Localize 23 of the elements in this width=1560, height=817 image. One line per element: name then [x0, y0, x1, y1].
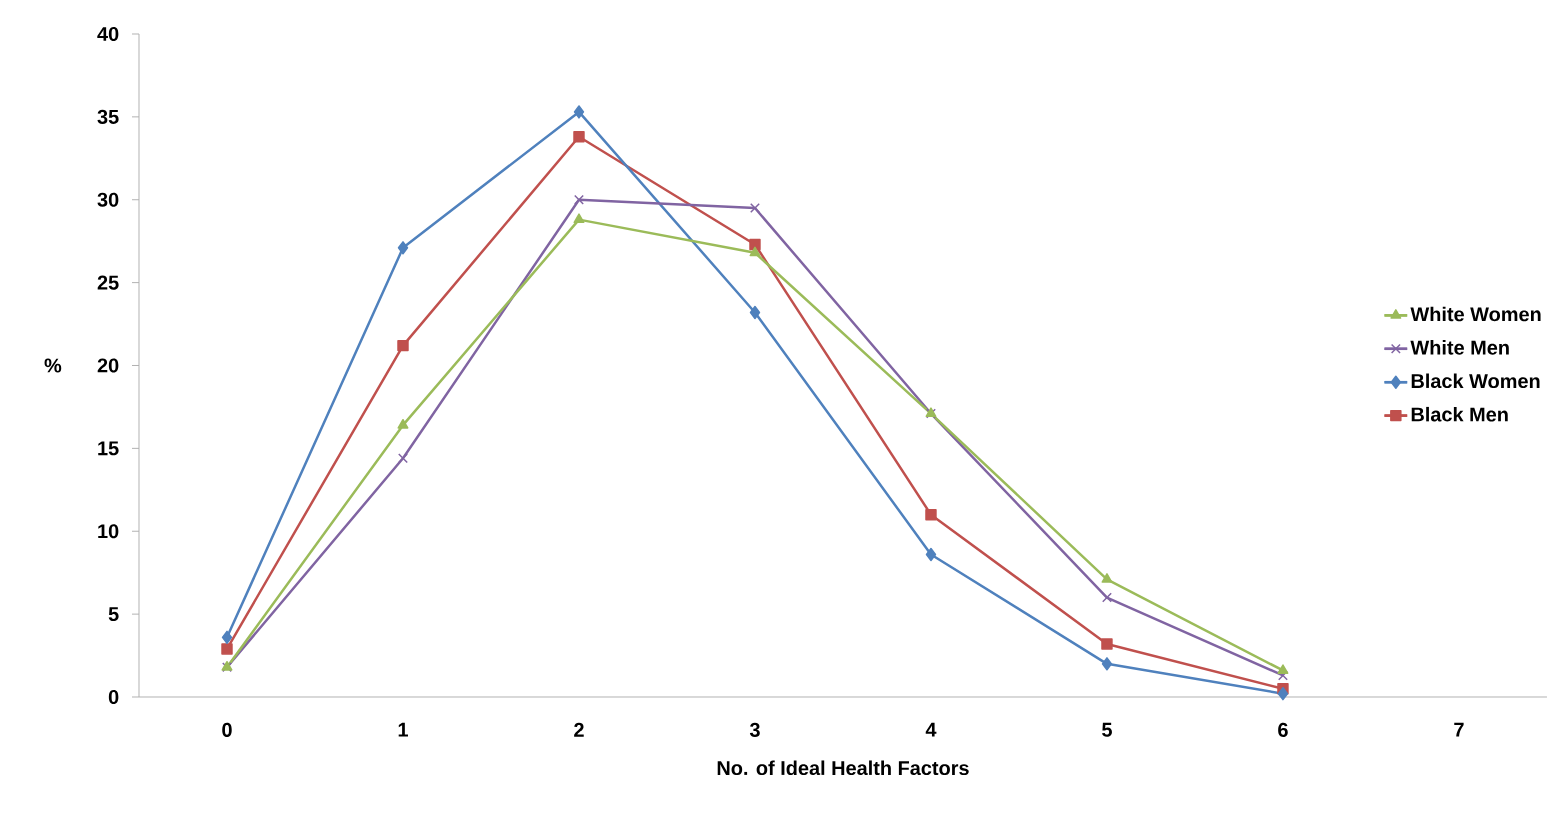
- legend-label: White Men: [1410, 340, 1509, 355]
- legend-label: Black Women: [1411, 373, 1540, 389]
- y-tick-label: 25: [97, 275, 119, 290]
- x-tick-label: 5: [1102, 722, 1112, 737]
- legend-label: Black Men: [1411, 406, 1508, 422]
- y-axis-title: %: [44, 358, 62, 373]
- legend-label: White Women: [1410, 306, 1541, 322]
- y-tick-label: 0: [108, 689, 119, 705]
- x-tick-label: 2: [574, 722, 584, 737]
- y-tick-label: 30: [97, 192, 119, 207]
- x-tick-label: 4: [925, 722, 937, 737]
- x-axis-title: No. of Ideal Health Factors: [717, 760, 969, 776]
- y-tick-label: 40: [97, 26, 119, 42]
- x-tick-label: 7: [1454, 722, 1464, 737]
- y-tick-label: 20: [97, 358, 119, 373]
- x-tick-label: 3: [749, 722, 760, 737]
- y-tick-label: 5: [108, 607, 119, 622]
- x-tick-label: 6: [1278, 722, 1288, 737]
- y-tick-label: 15: [98, 441, 119, 456]
- x-tick-label: 1: [398, 722, 408, 737]
- y-tick-label: 35: [97, 109, 119, 124]
- x-tick-label: 0: [222, 722, 232, 737]
- y-tick-label: 10: [98, 524, 119, 539]
